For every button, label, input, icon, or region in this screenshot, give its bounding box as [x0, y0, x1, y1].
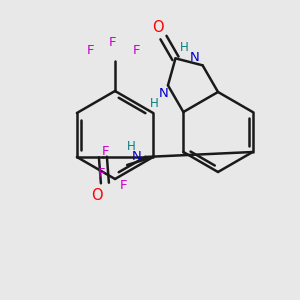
Text: F: F [119, 178, 127, 191]
Text: F: F [109, 37, 117, 50]
Text: F: F [98, 167, 105, 179]
Text: O: O [152, 20, 163, 35]
Text: F: F [133, 44, 141, 58]
Text: F: F [101, 145, 109, 158]
Text: O: O [91, 188, 103, 202]
Text: H: H [150, 97, 158, 110]
Text: H: H [127, 140, 135, 154]
Text: N: N [159, 87, 169, 100]
Text: N: N [190, 51, 200, 64]
Text: H: H [180, 41, 189, 54]
Text: F: F [87, 44, 95, 58]
Text: N: N [132, 151, 142, 164]
